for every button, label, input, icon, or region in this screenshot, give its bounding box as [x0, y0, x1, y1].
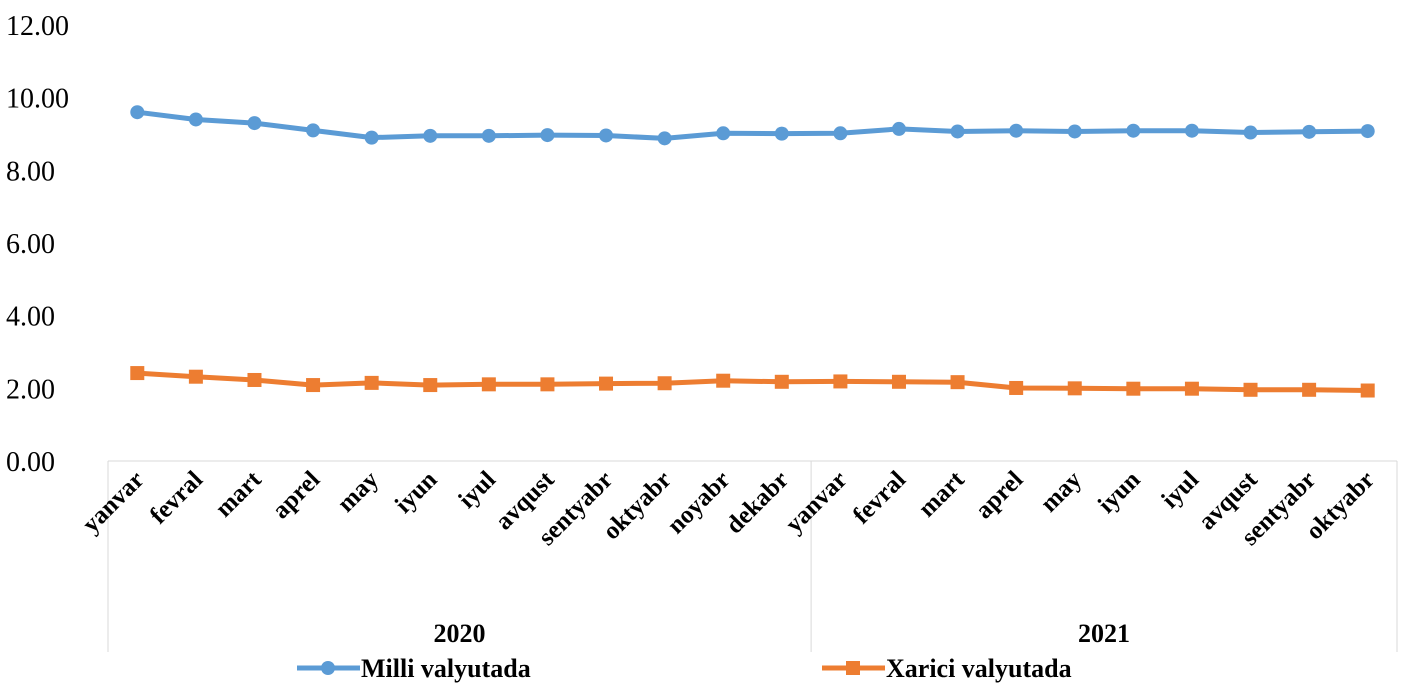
x-tick-label: aprel — [267, 466, 325, 524]
data-point — [1184, 123, 1199, 138]
data-point — [1126, 123, 1141, 138]
data-point — [891, 374, 906, 389]
data-point — [1243, 382, 1258, 397]
series-line — [134, 370, 1371, 393]
data-point — [364, 130, 379, 145]
y-tick-label: 6.00 — [6, 229, 55, 260]
data-point — [364, 375, 379, 390]
data-point — [188, 112, 203, 127]
data-point — [423, 378, 438, 393]
x-tick-label: yanvar — [781, 466, 853, 538]
legend: Milli valyutada Xarici valyutada — [297, 654, 1072, 683]
y-tick-label: 12.00 — [6, 11, 69, 42]
data-point — [1360, 383, 1375, 398]
x-axis — [107, 460, 1398, 652]
x-tick-label: yanvar — [77, 466, 149, 538]
data-point — [247, 116, 262, 131]
data-point — [1360, 124, 1375, 139]
x-tick-label: may — [332, 466, 384, 518]
legend-item-xarici: Xarici valyutada — [822, 654, 1072, 683]
y-tick-label: 0.00 — [6, 447, 55, 478]
data-point — [657, 376, 672, 391]
x-tick-label: noyabr — [662, 466, 735, 539]
data-point — [1067, 124, 1082, 139]
data-point — [1009, 380, 1024, 395]
x-tick-label: mart — [913, 466, 970, 523]
x-tick-label: may — [1035, 466, 1087, 518]
year-group-label: 2020 — [434, 619, 486, 648]
series-xarici — [130, 366, 1375, 398]
data-point — [481, 377, 496, 392]
legend-label-milli: Milli valyutada — [361, 654, 531, 683]
legend-label-xarici: Xarici valyutada — [886, 654, 1072, 683]
data-point — [1302, 382, 1317, 397]
legend-swatch-marker-xarici — [846, 661, 860, 675]
legend-item-milli: Milli valyutada — [297, 654, 531, 683]
data-point — [833, 374, 848, 389]
data-point — [1243, 125, 1258, 140]
data-point — [950, 124, 965, 139]
data-point — [1302, 124, 1317, 139]
data-point — [833, 126, 848, 141]
y-tick-label: 10.00 — [6, 84, 69, 115]
data-point — [247, 372, 262, 387]
data-point — [657, 131, 672, 146]
data-point — [716, 373, 731, 388]
data-point — [599, 128, 614, 143]
x-tick-label: iyun — [390, 466, 443, 519]
x-tick-label: iyul — [1157, 466, 1205, 514]
data-point — [306, 123, 321, 138]
data-point — [1009, 123, 1024, 138]
data-point — [423, 128, 438, 143]
x-tick-label: iyun — [1093, 466, 1146, 519]
data-point — [188, 369, 203, 384]
x-axis-year-groups: 2020 2021 — [434, 619, 1130, 648]
data-point — [774, 126, 789, 141]
y-tick-label: 4.00 — [6, 302, 55, 333]
y-tick-label: 2.00 — [6, 374, 55, 405]
year-group-label: 2021 — [1078, 619, 1130, 648]
data-point — [540, 377, 555, 392]
series-milli — [130, 105, 1375, 146]
data-point — [1067, 381, 1082, 396]
data-point — [130, 105, 145, 120]
data-point — [1126, 381, 1141, 396]
data-point — [716, 126, 731, 141]
data-point — [1184, 381, 1199, 396]
x-tick-label: fevral — [145, 466, 208, 529]
y-tick-label: 8.00 — [6, 156, 55, 187]
data-point — [599, 376, 614, 391]
data-point — [540, 128, 555, 143]
x-tick-label: aprel — [970, 466, 1028, 524]
series-lines — [130, 105, 1375, 398]
data-point — [950, 375, 965, 390]
x-tick-label: iyul — [453, 466, 501, 514]
y-axis-ticks: 0.00 2.00 4.00 6.00 8.00 10.00 12.00 — [6, 11, 69, 478]
x-tick-label: dekabr — [721, 466, 794, 539]
series-line — [134, 109, 1371, 141]
x-tick-label: mart — [210, 466, 267, 523]
data-point — [481, 128, 496, 143]
data-point — [306, 378, 321, 393]
data-point — [891, 121, 906, 136]
legend-swatch-marker-milli — [321, 661, 335, 675]
x-tick-label: fevral — [848, 466, 911, 529]
data-point — [774, 374, 789, 389]
data-point — [130, 366, 145, 381]
